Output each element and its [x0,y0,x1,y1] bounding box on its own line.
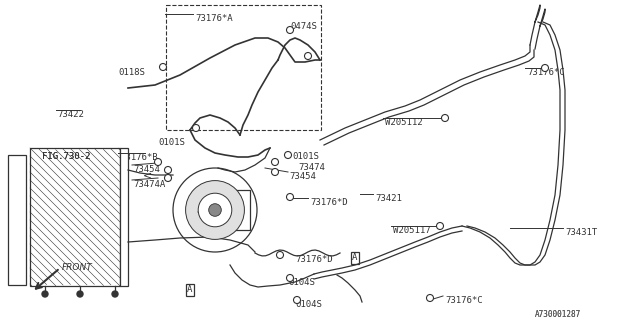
Circle shape [186,180,244,239]
Text: 73422: 73422 [57,110,84,119]
Bar [215,190,250,230]
Text: 73474: 73474 [298,163,325,172]
Text: 0101S: 0101S [292,152,319,161]
Circle shape [77,291,83,297]
Circle shape [426,294,433,301]
Text: 73176*D: 73176*D [295,255,333,264]
Circle shape [154,158,161,165]
Text: 73176*D: 73176*D [310,198,348,207]
Circle shape [305,52,312,60]
Circle shape [42,291,48,297]
Text: 73421: 73421 [375,194,402,203]
Text: 73176*B: 73176*B [120,153,157,162]
Text: 0104S: 0104S [288,278,315,287]
Text: 73176*C: 73176*C [445,296,483,305]
Text: 0474S: 0474S [290,22,317,31]
Circle shape [285,151,291,158]
Text: 73176*A: 73176*A [195,14,232,23]
Text: FIG.732: FIG.732 [200,212,237,221]
Text: A730001287: A730001287 [535,310,581,319]
Bar [120,148,128,286]
Circle shape [541,65,548,71]
Circle shape [112,291,118,297]
Text: W205112: W205112 [385,118,422,127]
Text: 73454: 73454 [289,172,316,181]
Text: 0118S: 0118S [118,68,145,77]
Circle shape [287,194,294,201]
Text: A730001287: A730001287 [535,310,581,319]
Circle shape [271,158,278,165]
Circle shape [436,222,444,229]
Circle shape [276,252,284,259]
Text: 73431T: 73431T [565,228,597,237]
Bar [30,148,120,286]
Circle shape [287,275,294,282]
Text: W205117: W205117 [393,226,431,235]
Circle shape [271,169,278,175]
Text: FIG.730-2: FIG.730-2 [42,152,90,161]
Bar [8,155,26,285]
Text: 73176*C: 73176*C [527,68,564,77]
Text: 0104S: 0104S [295,300,322,309]
Circle shape [173,168,257,252]
Text: FIG.730-2: FIG.730-2 [42,152,90,161]
Text: 0101S: 0101S [158,138,185,147]
Text: A: A [188,285,193,294]
Circle shape [164,166,172,173]
Text: 73454: 73454 [133,165,160,174]
Text: <: < [143,170,152,180]
Circle shape [209,204,221,216]
Circle shape [442,115,449,122]
Text: A: A [352,253,358,262]
Circle shape [159,63,166,70]
Circle shape [164,174,172,181]
Text: 73474A: 73474A [133,180,165,189]
Circle shape [193,124,200,132]
Circle shape [294,297,301,303]
Bar [166,5,321,130]
Circle shape [198,193,232,227]
Circle shape [287,27,294,34]
Text: FRONT: FRONT [62,263,93,273]
